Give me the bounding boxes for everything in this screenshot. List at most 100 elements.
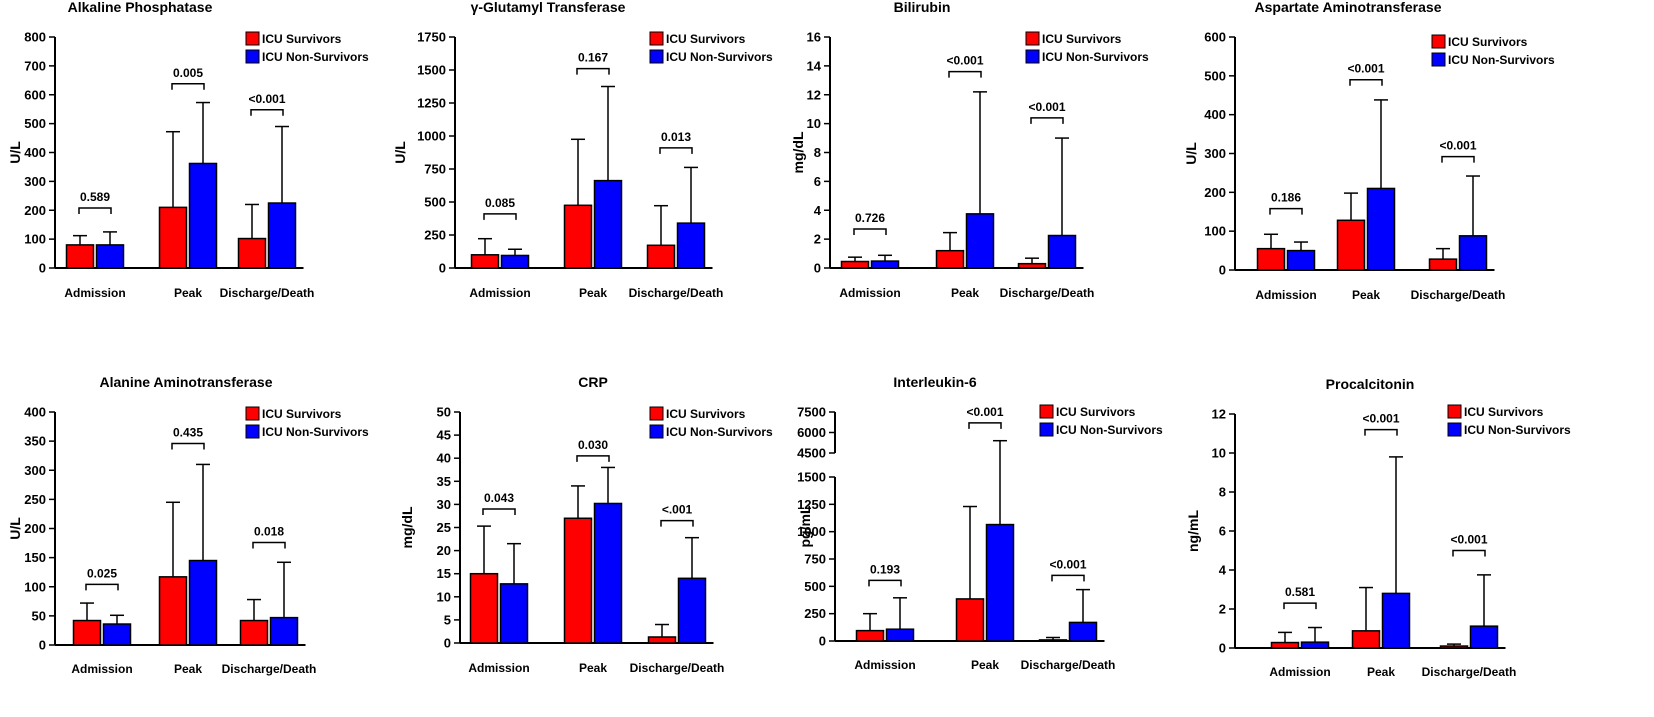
x-category-label: Admission (854, 658, 915, 672)
bar-icu-survivors (955, 598, 985, 642)
y-tick-label: 2 (814, 232, 821, 247)
p-value-label: <0.001 (1028, 100, 1065, 114)
legend: ICU Survivors ICU Non-Survivors (1039, 404, 1163, 437)
x-category-label: Discharge/Death (629, 286, 724, 300)
bar-icu-survivors (239, 619, 269, 646)
legend-swatch-non-survivors (1025, 49, 1040, 64)
y-tick-label: 10 (807, 116, 821, 131)
x-category-label: Peak (951, 286, 979, 300)
legend-swatch-non-survivors (649, 424, 664, 439)
y-tick-label: 2 (1219, 602, 1226, 617)
p-value-label: 0.726 (855, 211, 885, 225)
significance-bracket (576, 67, 610, 75)
x-category-label: Peak (971, 658, 999, 672)
legend: ICU Survivors ICU Non-Survivors (245, 406, 369, 439)
legend-swatch-survivors (649, 31, 664, 46)
y-tick-label: 0 (39, 261, 46, 276)
y-tick-label: 750 (424, 162, 446, 177)
significance-bracket (853, 228, 887, 236)
y-tick-label: 10 (1212, 446, 1226, 461)
y-tick-label: 15 (437, 566, 451, 581)
y-tick-label: 1000 (797, 524, 826, 539)
significance-bracket (1441, 155, 1475, 163)
chart-title: CRP (578, 374, 608, 390)
p-value-label: <0.001 (1362, 412, 1399, 426)
bar-icu-survivors (1270, 641, 1300, 649)
bar-icu-survivors (855, 629, 885, 642)
p-value-label: <0.001 (1450, 533, 1487, 547)
p-value-label: 0.013 (661, 130, 691, 144)
bar-icu-non-survivors (1469, 625, 1499, 649)
x-category-label: Discharge/Death (222, 662, 317, 676)
legend-label-survivors: ICU Survivors (1042, 32, 1122, 46)
y-tick-label: 1250 (417, 96, 446, 111)
significance-bracket (78, 207, 112, 214)
y-tick-label: 25 (437, 520, 451, 535)
y-tick-label: 4 (814, 203, 822, 218)
bar-icu-non-survivors (593, 502, 623, 644)
y-tick-label: 500 (424, 195, 446, 210)
y-tick-label: 50 (32, 608, 46, 623)
p-value-label: 0.005 (173, 66, 203, 80)
x-category-label: Admission (468, 661, 529, 675)
y-tick-label: 6 (1219, 524, 1226, 539)
bar-icu-non-survivors (269, 616, 299, 646)
chart-title: Bilirubin (894, 0, 951, 15)
bar-icu-non-survivors (95, 244, 125, 269)
significance-bracket (483, 213, 517, 220)
y-tick-label: 35 (437, 474, 451, 489)
x-category-label: Discharge/Death (220, 286, 315, 300)
y-tick-label: 200 (24, 203, 46, 218)
significance-bracket (948, 70, 982, 78)
y-tick-label: 200 (24, 521, 46, 536)
y-tick-label: 700 (24, 58, 46, 73)
significance-bracket (482, 508, 516, 516)
legend-label-non-survivors: ICU Non-Survivors (262, 425, 369, 439)
legend-label-non-survivors: ICU Non-Survivors (1042, 50, 1149, 64)
y-tick-label: 250 (424, 228, 446, 243)
bar-icu-survivors (1336, 219, 1366, 271)
legend-swatch-non-survivors (245, 424, 260, 439)
legend-label-survivors: ICU Survivors (1464, 405, 1544, 419)
bar-icu-non-survivors (1366, 187, 1396, 271)
chart-title: Interleukin-6 (893, 374, 976, 390)
y-tick-label: 600 (24, 87, 46, 102)
p-value-label: 0.435 (173, 425, 203, 439)
y-tick-label: 4500 (797, 446, 826, 461)
significance-bracket (1452, 549, 1486, 557)
y-tick-label: 250 (24, 492, 46, 507)
legend-label-survivors: ICU Survivors (262, 32, 342, 46)
chart-panel-7: Interleukin-6 0 250 500 750 1000 1250 1500 4500 6… (797, 374, 1163, 672)
y-tick-label: 500 (804, 579, 826, 594)
y-tick-label: 100 (1204, 224, 1226, 239)
bar-icu-non-survivors (676, 222, 706, 269)
y-tick-label: 16 (807, 30, 821, 45)
bar-icu-non-survivors (1458, 235, 1488, 271)
x-category-label: Peak (174, 662, 202, 676)
legend-label-non-survivors: ICU Non-Survivors (1464, 423, 1571, 437)
x-category-label: Discharge/Death (1411, 288, 1506, 302)
y-axis-label: U/L (7, 141, 23, 164)
x-category-label: Discharge/Death (1422, 665, 1517, 679)
bar-icu-non-survivors (1068, 621, 1098, 642)
y-tick-label: 0 (819, 634, 826, 649)
p-value-label: 0.018 (254, 524, 284, 538)
bar-icu-survivors (470, 254, 500, 269)
y-tick-label: 0 (1219, 263, 1226, 278)
y-tick-label: 100 (24, 232, 46, 247)
chart-panel-3: Bilirubin 0 2 4 6 8 10 12 14 16 mg/dL Admission Peak… (790, 0, 1149, 300)
bar-icu-non-survivors (1381, 592, 1411, 649)
bar-icu-non-survivors (188, 559, 218, 646)
legend: ICU Survivors ICU Non-Survivors (245, 31, 369, 64)
x-category-label: Admission (64, 286, 125, 300)
legend-label-non-survivors: ICU Non-Survivors (1056, 423, 1163, 437)
y-tick-label: 50 (437, 405, 451, 420)
significance-bracket (576, 455, 610, 462)
y-tick-label: 800 (24, 30, 46, 45)
p-value-label: 0.025 (87, 566, 117, 580)
y-tick-label: 0 (39, 638, 46, 653)
significance-bracket (1349, 78, 1383, 86)
significance-bracket (660, 519, 694, 527)
legend-label-non-survivors: ICU Non-Survivors (1448, 53, 1555, 67)
bar-icu-non-survivors (102, 623, 132, 646)
